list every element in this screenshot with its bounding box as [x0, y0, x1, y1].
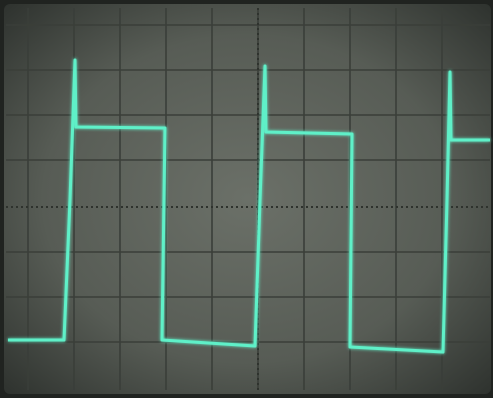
page [0, 0, 493, 398]
screen [4, 4, 491, 394]
oscilloscope-screen [0, 0, 493, 398]
